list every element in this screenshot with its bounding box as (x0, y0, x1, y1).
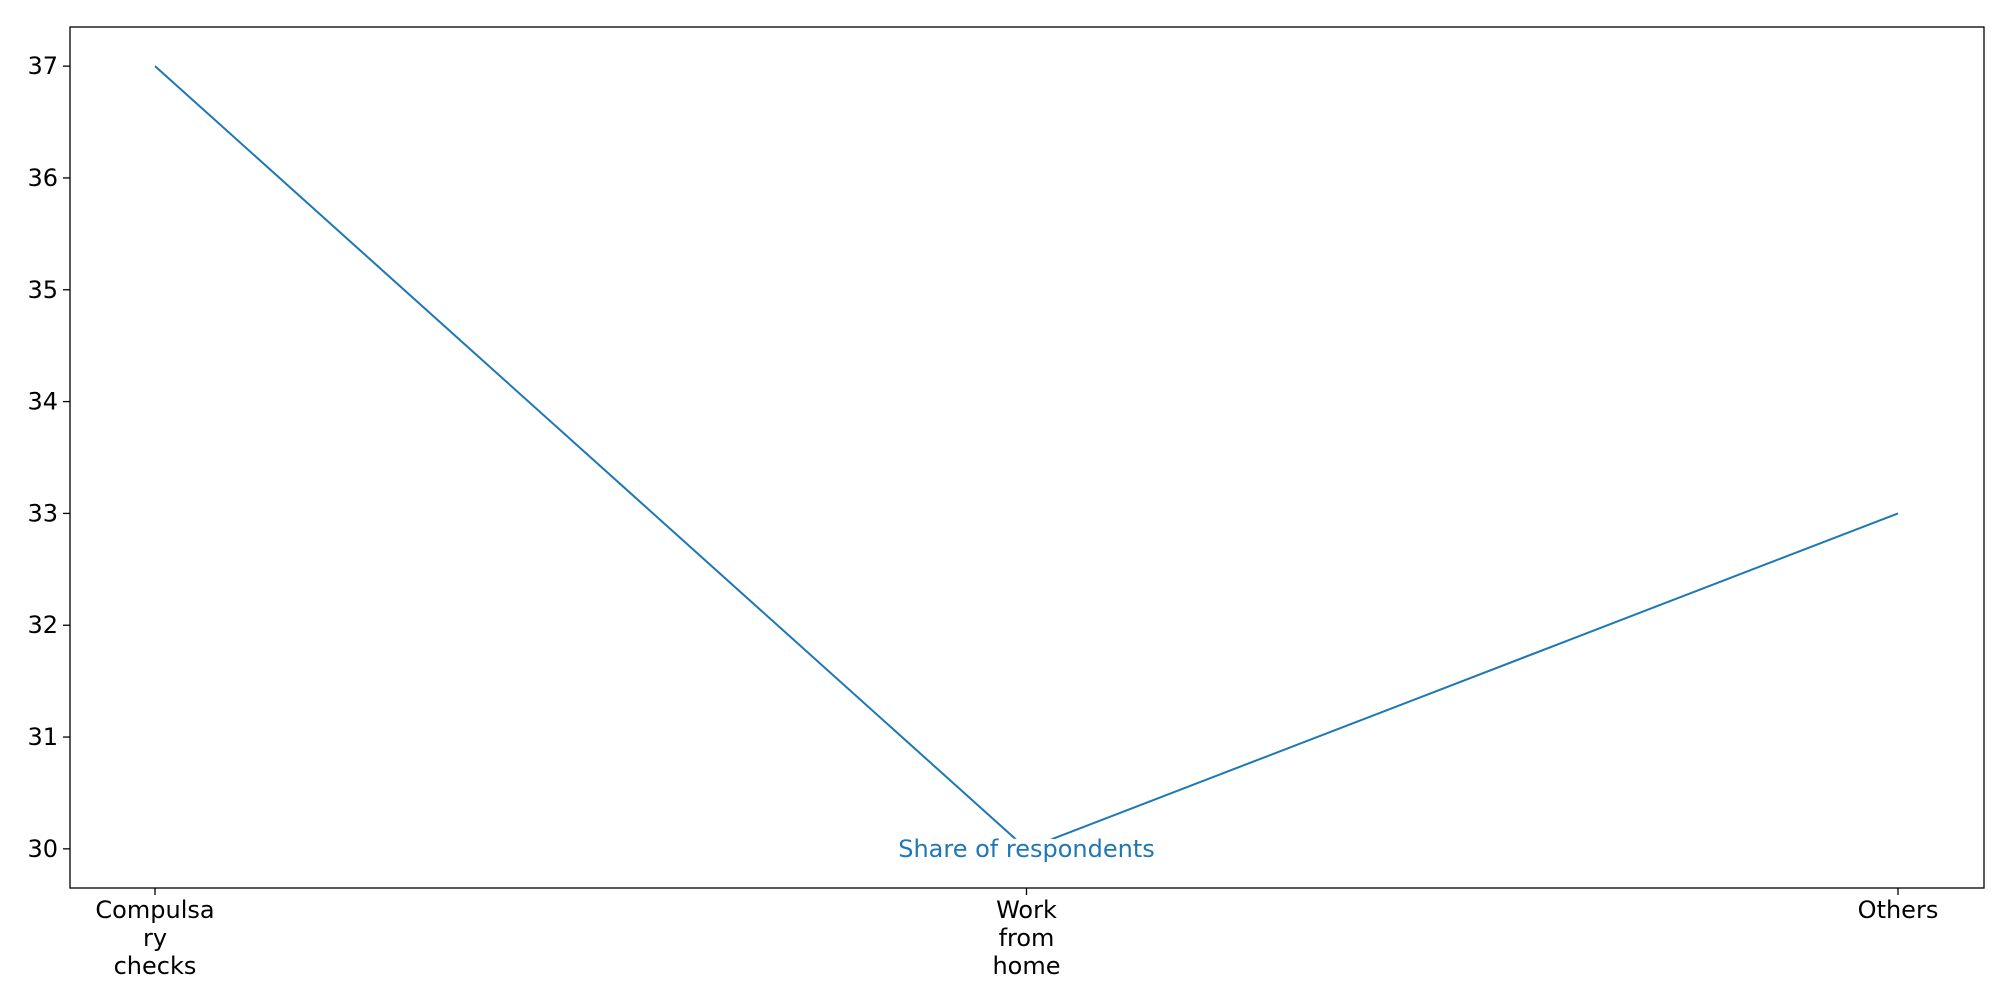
y-tick-label: 31 (27, 723, 58, 751)
y-tick-label: 37 (27, 52, 58, 80)
x-tick-label: Work (996, 896, 1057, 924)
x-tick-label: from (999, 924, 1055, 952)
x-tick-label: home (992, 952, 1060, 980)
y-tick-label: 30 (27, 835, 58, 863)
data-label: Share of respondents (898, 835, 1155, 863)
x-tick-label: checks (114, 952, 197, 980)
plot-frame (69, 26, 1985, 889)
y-tick-label: 33 (27, 499, 58, 527)
x-tick-label: ry (143, 924, 167, 952)
y-axis: 30 31 32 33 34 35 36 37 (27, 52, 70, 863)
y-tick-label: 32 (27, 611, 58, 639)
x-tick-label: Compulsa (95, 896, 214, 924)
series-line-0 (154, 65, 1899, 850)
data-label-halo: Share of respondents (898, 835, 1155, 863)
x-tick-label: Others (1858, 896, 1939, 924)
y-tick-label: 36 (27, 164, 58, 192)
y-tick-label: 35 (27, 276, 58, 304)
y-tick-label: 34 (27, 388, 58, 416)
series-layer (154, 65, 1899, 850)
